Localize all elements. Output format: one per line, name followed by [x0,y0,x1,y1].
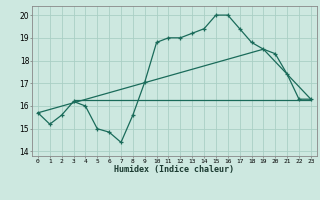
X-axis label: Humidex (Indice chaleur): Humidex (Indice chaleur) [115,165,234,174]
